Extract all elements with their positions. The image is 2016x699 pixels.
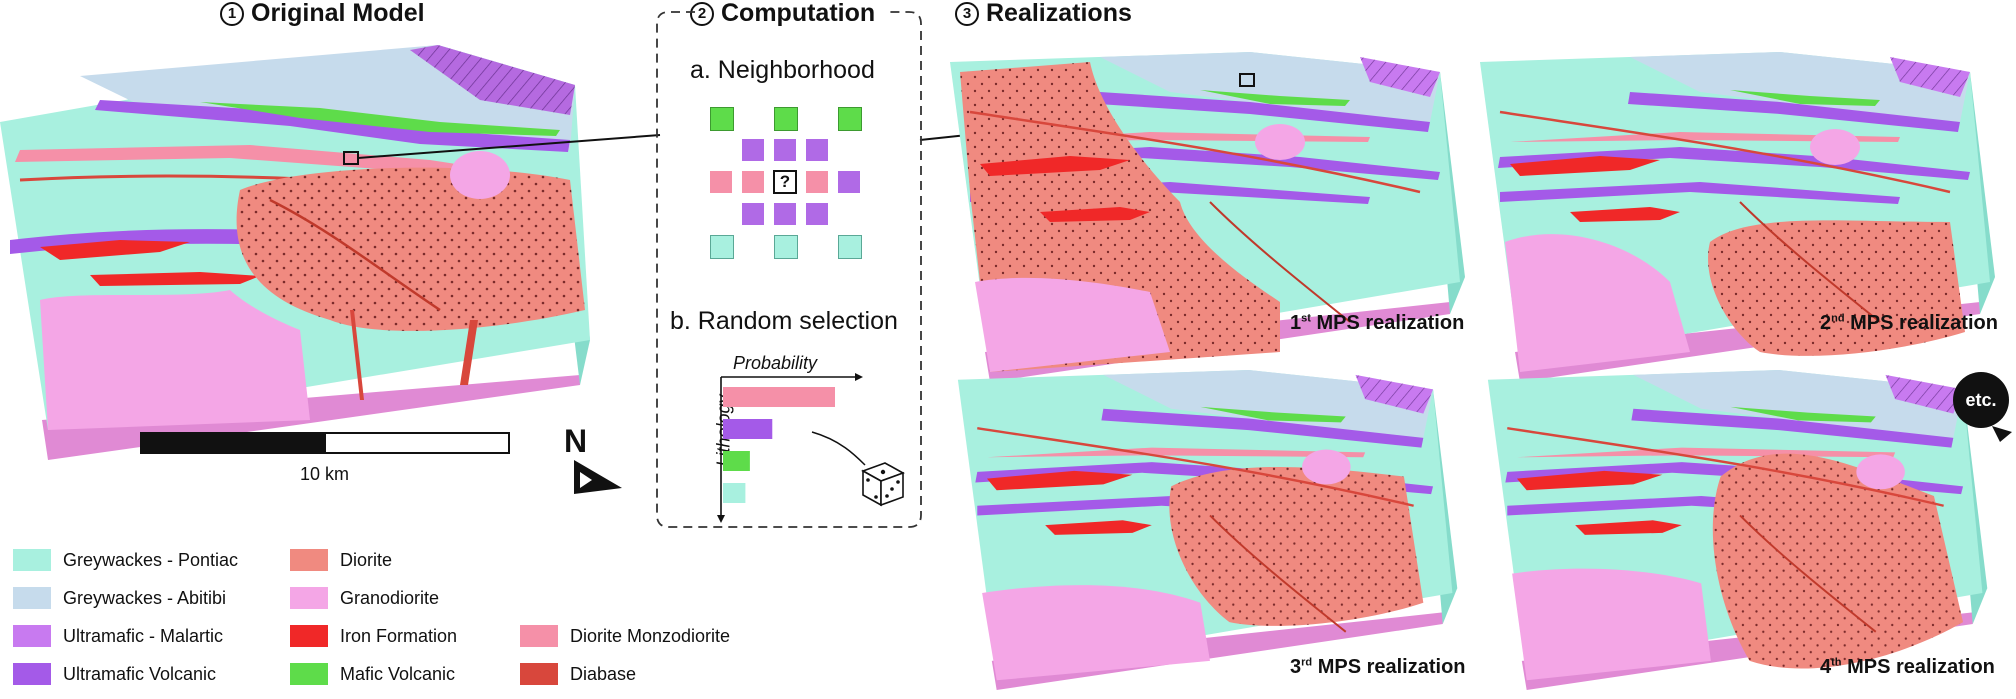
realization-block-2 bbox=[1480, 52, 1995, 382]
legend-item: Greywackes - Pontiac bbox=[13, 549, 238, 571]
grid-cell-ultramafic bbox=[806, 203, 828, 225]
probability-axis-label: Probability bbox=[733, 353, 818, 373]
grid-cell-ultramafic bbox=[806, 139, 828, 161]
scale-bar bbox=[140, 432, 510, 454]
legend-item: Iron Formation bbox=[290, 625, 457, 647]
realization-block-3 bbox=[957, 370, 1458, 690]
section-number-1: 1 bbox=[220, 2, 244, 26]
legend-swatch bbox=[13, 663, 51, 685]
realization-block-1 bbox=[950, 52, 1465, 382]
realization-label-2: 2nd MPS realization bbox=[1820, 312, 1998, 334]
grid-cell-ultramafic bbox=[774, 139, 796, 161]
north-label: N bbox=[564, 423, 588, 459]
grid-cell-greywacke bbox=[710, 235, 734, 259]
grid-cell-ultramafic bbox=[742, 139, 764, 161]
legend-swatch bbox=[520, 663, 558, 685]
north-arrow-icon bbox=[574, 460, 622, 494]
refresh-arrow-icon bbox=[1992, 426, 2012, 442]
grid-cell-greywacke bbox=[774, 235, 798, 259]
grid-cell-ultramafic bbox=[774, 203, 796, 225]
probability-bar bbox=[723, 419, 773, 439]
probability-bar bbox=[723, 451, 750, 471]
grid-cell-ultramafic bbox=[742, 203, 764, 225]
legend-swatch bbox=[290, 663, 328, 685]
original-model-block bbox=[0, 45, 590, 460]
grid-cell-ultramafic bbox=[838, 171, 860, 193]
computation-title: 2 Computation bbox=[690, 0, 875, 28]
neighborhood-label: a. Neighborhood bbox=[690, 56, 875, 84]
grid-cell-mafic bbox=[774, 107, 798, 131]
section-number-2: 2 bbox=[690, 2, 714, 26]
legend-swatch bbox=[13, 549, 51, 571]
legend-swatch bbox=[290, 587, 328, 609]
scale-label: 10 km bbox=[300, 464, 350, 484]
legend-item: Diabase bbox=[520, 663, 636, 685]
grid-cell-mafic bbox=[710, 107, 734, 131]
realization-label-3: 3rd MPS realization bbox=[1290, 656, 1466, 678]
realization-label-1: 1st MPS realization bbox=[1290, 312, 1465, 334]
grid-cell-mafic bbox=[838, 107, 862, 131]
realization-label-4: 4th MPS realization bbox=[1820, 656, 1995, 678]
probability-chart bbox=[717, 373, 905, 523]
unknown-cell: ? bbox=[773, 170, 797, 194]
realizations-title: 3 Realizations bbox=[955, 0, 1132, 28]
legend-item: Diorite bbox=[290, 549, 392, 571]
legend-item: Ultramafic - Malartic bbox=[13, 625, 223, 647]
random-selection-label: b. Random selection bbox=[670, 307, 898, 335]
legend-swatch bbox=[13, 587, 51, 609]
original-model-title: 1 Original Model bbox=[220, 0, 425, 28]
probability-bar bbox=[723, 483, 746, 503]
section-number-3: 3 bbox=[955, 2, 979, 26]
legend-item: Diorite Monzodiorite bbox=[520, 625, 730, 647]
neighborhood-grid: ? bbox=[710, 107, 862, 259]
legend-swatch bbox=[290, 549, 328, 571]
grid-cell-greywacke bbox=[838, 235, 862, 259]
realization-block-4 bbox=[1487, 370, 1988, 690]
legend-item: Mafic Volcanic bbox=[290, 663, 455, 685]
legend-item: Greywackes - Abitibi bbox=[13, 587, 226, 609]
computation-panel-border bbox=[656, 11, 922, 528]
legend-swatch bbox=[290, 625, 328, 647]
grid-cell-diorite-monzodiorite bbox=[806, 171, 828, 193]
grid-cell-diorite-monzodiorite bbox=[710, 171, 732, 193]
legend-item: Ultramafic Volcanic bbox=[13, 663, 216, 685]
legend-item: Granodiorite bbox=[290, 587, 439, 609]
dice-icon bbox=[861, 462, 905, 507]
etc-badge: etc. bbox=[1953, 372, 2009, 428]
legend-swatch bbox=[13, 625, 51, 647]
probability-bar bbox=[723, 387, 835, 407]
grid-cell-diorite-monzodiorite bbox=[742, 171, 764, 193]
legend-swatch bbox=[520, 625, 558, 647]
